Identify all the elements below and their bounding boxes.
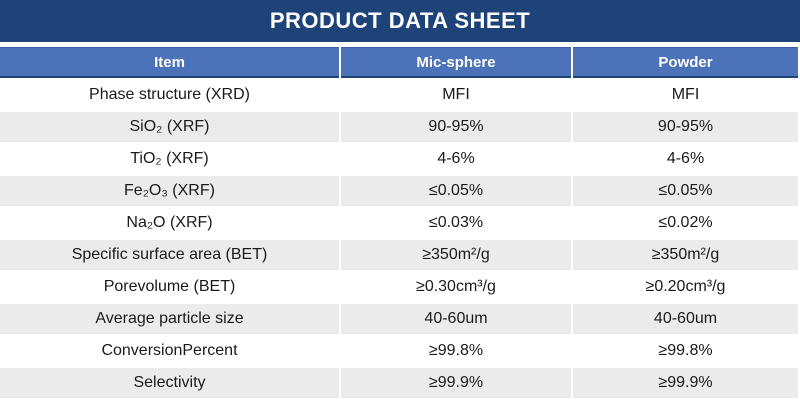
data-table: Item Mic-sphere Powder Phase structure (… (0, 47, 798, 398)
row-selectivity-mic-sphere: ≥99.9% (341, 368, 571, 398)
row-particle-size-item: Average particle size (0, 304, 339, 334)
row-sio2-powder: 90-95% (573, 112, 798, 142)
row-conversion-mic-sphere: ≥99.8% (341, 336, 571, 366)
row-fe2o3-mic-sphere: ≤0.05% (341, 176, 571, 206)
row-na2o-powder: ≤0.02% (573, 208, 798, 238)
title-bar: PRODUCT DATA SHEET (0, 0, 800, 42)
row-tio2-powder: 4-6% (573, 144, 798, 174)
column-header-powder: Powder (573, 47, 798, 78)
row-surface-area-powder: ≥350m²/g (573, 240, 798, 270)
row-porevolume-powder: ≥0.20cm³/g (573, 272, 798, 302)
row-porevolume-mic-sphere: ≥0.30cm³/g (341, 272, 571, 302)
row-fe2o3-powder: ≤0.05% (573, 176, 798, 206)
row-surface-area-mic-sphere: ≥350m²/g (341, 240, 571, 270)
column-header-mic-sphere: Mic-sphere (341, 47, 571, 78)
row-phase-structure-powder: MFI (573, 80, 798, 110)
page-title: PRODUCT DATA SHEET (269, 8, 531, 33)
row-phase-structure-item: Phase structure (XRD) (0, 80, 339, 110)
row-sio2-mic-sphere: 90-95% (341, 112, 571, 142)
row-sio2-item: SiO₂ (XRF) (0, 112, 339, 142)
row-fe2o3-item: Fe₂O₃ (XRF) (0, 176, 339, 206)
row-particle-size-mic-sphere: 40-60um (341, 304, 571, 334)
row-tio2-mic-sphere: 4-6% (341, 144, 571, 174)
row-na2o-item: Na₂O (XRF) (0, 208, 339, 238)
row-conversion-powder: ≥99.8% (573, 336, 798, 366)
row-conversion-item: ConversionPercent (0, 336, 339, 366)
row-particle-size-powder: 40-60um (573, 304, 798, 334)
row-na2o-mic-sphere: ≤0.03% (341, 208, 571, 238)
column-header-item: Item (0, 47, 339, 78)
row-selectivity-powder: ≥99.9% (573, 368, 798, 398)
row-surface-area-item: Specific surface area (BET) (0, 240, 339, 270)
row-tio2-item: TiO₂ (XRF) (0, 144, 339, 174)
row-selectivity-item: Selectivity (0, 368, 339, 398)
row-phase-structure-mic-sphere: MFI (341, 80, 571, 110)
row-porevolume-item: Porevolume (BET) (0, 272, 339, 302)
